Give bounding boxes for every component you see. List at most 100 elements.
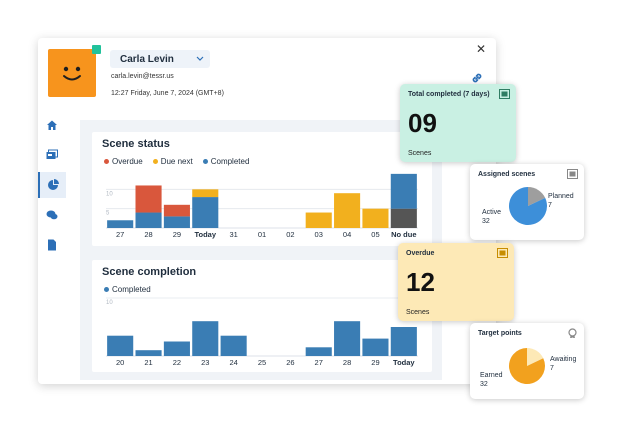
target-points-card[interactable]: Target points Earned 32 Awaiting 7 bbox=[470, 323, 584, 399]
film-icon bbox=[497, 248, 508, 258]
bar-segment-completed[interactable] bbox=[390, 173, 417, 209]
bar-segment-completed[interactable] bbox=[192, 321, 219, 356]
nav-chat[interactable] bbox=[38, 202, 66, 228]
smiley-icon bbox=[63, 66, 81, 81]
total-completed-card[interactable]: Total completed (7 days) 09 Scenes bbox=[400, 84, 516, 162]
bar-segment-due-next[interactable] bbox=[362, 208, 389, 228]
scene-completion-chart: 10 20 21 22 23 24 25 26 27 28 29 Today bbox=[106, 297, 418, 367]
target-points-title: Target points bbox=[478, 330, 522, 337]
x-tick-label: Today bbox=[195, 230, 217, 239]
overdue-title: Overdue bbox=[406, 250, 435, 257]
x-tick-label: 24 bbox=[229, 358, 237, 367]
x-tick-label: 02 bbox=[286, 230, 294, 239]
user-name: Carla Levin bbox=[120, 53, 174, 65]
overdue-value: 12 bbox=[406, 267, 435, 297]
pie-slice-active[interactable] bbox=[509, 187, 547, 225]
chevron-down-icon bbox=[196, 54, 204, 65]
bar-segment-completed[interactable] bbox=[107, 220, 134, 228]
home-icon bbox=[47, 120, 57, 130]
total-completed-title: Total completed (7 days) bbox=[408, 91, 490, 98]
film-icon bbox=[499, 89, 510, 99]
x-tick-label: 20 bbox=[116, 358, 124, 367]
assigned-scenes-card[interactable]: Assigned scenes Active 32 Planned 7 bbox=[470, 164, 584, 240]
planned-label: Planned 7 bbox=[548, 193, 574, 209]
x-tick-label: 29 bbox=[371, 358, 379, 367]
sidebar bbox=[38, 108, 66, 268]
bar-segment-completed[interactable] bbox=[362, 338, 389, 356]
nav-home[interactable] bbox=[38, 112, 66, 138]
scene-completion-panel: Scene completion Completed 10 20 21 22 23 24 2… bbox=[92, 260, 432, 372]
pie-chart-icon bbox=[48, 179, 59, 190]
x-tick-label: No due bbox=[391, 230, 416, 239]
target-points-pie bbox=[509, 348, 545, 384]
legend-item-due-next: Due next bbox=[152, 157, 193, 166]
x-tick-label: 31 bbox=[229, 230, 237, 239]
bar-segment-due-next[interactable] bbox=[305, 212, 332, 228]
x-tick-label: 27 bbox=[116, 230, 124, 239]
x-tick-label: 25 bbox=[258, 358, 266, 367]
bar-segment-completed[interactable] bbox=[163, 216, 190, 228]
bar-segment-completed[interactable] bbox=[390, 327, 417, 356]
film-icon bbox=[567, 169, 578, 179]
x-tick-label: 28 bbox=[343, 358, 351, 367]
chat-icon bbox=[46, 210, 58, 220]
nav-documents[interactable] bbox=[38, 232, 66, 258]
y-tick-label: 10 bbox=[106, 300, 113, 306]
user-dropdown[interactable]: Carla Levin bbox=[110, 50, 210, 68]
bar-segment-overdue[interactable] bbox=[163, 204, 190, 217]
bar-segment-no-due[interactable] bbox=[390, 208, 417, 228]
bar-segment-due-next[interactable] bbox=[334, 193, 361, 228]
x-tick-label: 03 bbox=[315, 230, 323, 239]
nav-cards[interactable] bbox=[38, 142, 66, 168]
nav-reports[interactable] bbox=[38, 172, 66, 198]
scene-status-chart: 10 5 27 28 29 Today 31 01 02 03 04 05 No due bbox=[106, 173, 418, 239]
y-tick-label: 5 bbox=[106, 211, 110, 217]
x-tick-label: 23 bbox=[201, 358, 209, 367]
bar-segment-completed[interactable] bbox=[334, 321, 361, 356]
content-area: Scene status Overdue Due next Completed … bbox=[80, 120, 442, 380]
scene-status-legend: Overdue Due next Completed bbox=[104, 157, 249, 166]
pie-slice-awaiting[interactable] bbox=[527, 348, 544, 366]
bar-segment-due-next[interactable] bbox=[192, 189, 219, 198]
bar-segment-completed[interactable] bbox=[163, 341, 190, 357]
assigned-scenes-pie bbox=[509, 187, 547, 225]
bar-segment-completed[interactable] bbox=[192, 197, 219, 228]
legend-item-completed: Completed bbox=[104, 285, 151, 294]
x-tick-label: 29 bbox=[173, 230, 181, 239]
pie-slice-planned[interactable] bbox=[528, 187, 546, 206]
cards-icon bbox=[46, 149, 58, 159]
bar-segment-completed[interactable] bbox=[135, 350, 162, 356]
overdue-unit: Scenes bbox=[406, 309, 430, 316]
bar-segment-completed[interactable] bbox=[305, 347, 332, 356]
scene-completion-legend: Completed bbox=[104, 285, 151, 294]
medal-icon bbox=[568, 328, 577, 338]
bar-segment-completed[interactable] bbox=[135, 212, 162, 228]
x-tick-label: 05 bbox=[371, 230, 379, 239]
document-icon bbox=[48, 239, 56, 251]
x-tick-label: 04 bbox=[343, 230, 351, 239]
x-tick-label: Today bbox=[393, 358, 415, 367]
y-tick-label: 10 bbox=[106, 191, 113, 197]
avatar bbox=[48, 49, 96, 97]
overdue-card[interactable]: Overdue 12 Scenes bbox=[398, 243, 514, 321]
scene-completion-title: Scene completion bbox=[102, 266, 197, 278]
legend-item-completed: Completed bbox=[202, 157, 249, 166]
awaiting-label: Awaiting 7 bbox=[550, 356, 577, 372]
bar-segment-completed[interactable] bbox=[220, 335, 247, 356]
scene-status-panel: Scene status Overdue Due next Completed … bbox=[92, 132, 432, 246]
x-tick-label: 22 bbox=[173, 358, 181, 367]
user-email: carla.levin@tessr.us bbox=[111, 73, 174, 80]
x-tick-label: 27 bbox=[315, 358, 323, 367]
x-tick-label: 26 bbox=[286, 358, 294, 367]
bar-segment-overdue[interactable] bbox=[135, 185, 162, 213]
assigned-scenes-title: Assigned scenes bbox=[478, 171, 536, 178]
bar-segment-completed[interactable] bbox=[107, 335, 134, 356]
x-tick-label: 28 bbox=[144, 230, 152, 239]
scene-status-title: Scene status bbox=[102, 138, 170, 150]
earned-label: Earned 32 bbox=[480, 372, 503, 388]
close-icon[interactable]: ✕ bbox=[476, 42, 487, 56]
link-icon[interactable] bbox=[470, 71, 484, 85]
total-completed-unit: Scenes bbox=[408, 150, 432, 157]
pie-slice-earned[interactable] bbox=[509, 348, 545, 384]
total-completed-value: 09 bbox=[408, 108, 437, 138]
